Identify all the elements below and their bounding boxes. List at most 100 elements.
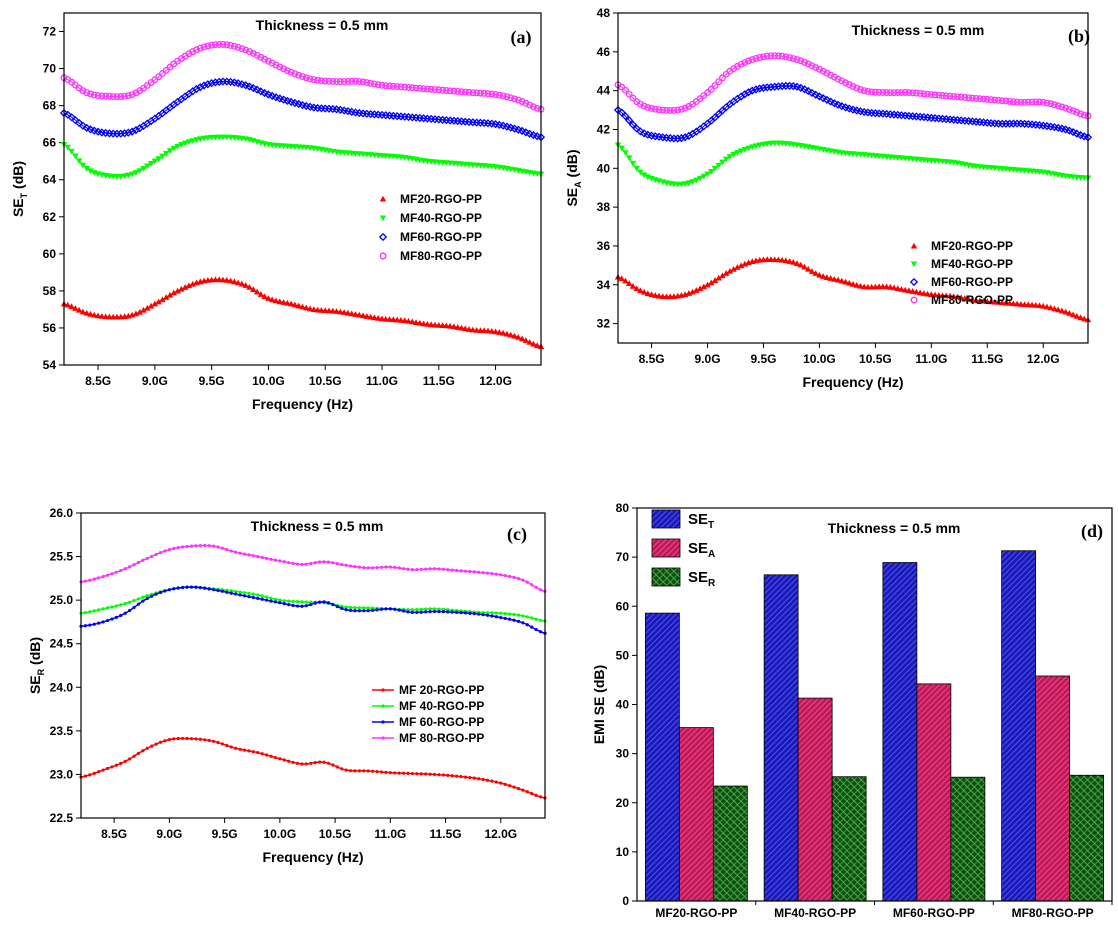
y-tick-label: 44 (597, 84, 611, 98)
data-point (90, 91, 98, 99)
data-point (1050, 101, 1058, 109)
data-point (412, 84, 420, 92)
data-point (811, 90, 820, 99)
x-tick-label: 11.5G (430, 827, 462, 841)
y-tick-label: 23.0 (50, 767, 74, 781)
data-point (247, 591, 251, 595)
data-point (388, 771, 392, 775)
data-point (644, 174, 652, 181)
y-axis-label-unit: (dB) (10, 161, 26, 193)
data-point (242, 46, 250, 54)
data-point (269, 596, 273, 600)
data-point (812, 64, 820, 71)
data-point (1040, 302, 1047, 309)
data-point (778, 52, 786, 60)
data-point (518, 98, 526, 105)
data-point (437, 567, 441, 571)
data-point (83, 624, 88, 628)
data-point (401, 83, 409, 91)
legend-label: MF40-RGO-PP (931, 257, 1013, 271)
data-point (424, 567, 428, 571)
data-point (234, 43, 242, 51)
data-point (748, 56, 756, 64)
legend-label: MF80-RGO-PP (931, 293, 1013, 307)
data-point (163, 739, 167, 743)
data-point (238, 747, 242, 751)
data-point (124, 128, 133, 137)
data-point (659, 106, 667, 114)
data-point (287, 599, 291, 603)
panel-label: (d) (1081, 521, 1103, 542)
data-point (357, 769, 361, 773)
thickness-annotation: Thickness = 0.5 mm (828, 520, 961, 536)
data-point (737, 60, 745, 68)
data-point (431, 86, 439, 94)
data-point (477, 612, 481, 616)
bar (712, 785, 748, 902)
data-point (245, 82, 254, 91)
data-point (314, 76, 322, 84)
data-point (128, 127, 137, 136)
data-point (503, 93, 511, 101)
data-point (521, 614, 525, 618)
data-point (1054, 306, 1062, 313)
legend-label: MF60-RGO-PP (400, 230, 482, 244)
data-point (767, 52, 775, 60)
series-mf40-rgo-pp (60, 134, 545, 180)
data-point (230, 42, 238, 50)
data-point (420, 85, 428, 93)
data-point (176, 586, 180, 590)
data-point (406, 610, 410, 614)
data-point (450, 87, 458, 95)
y-tick-label: 40 (616, 698, 630, 712)
data-point (185, 139, 193, 146)
data-point (801, 58, 808, 66)
data-point (223, 41, 231, 49)
data-point (693, 287, 700, 293)
data-point (326, 761, 331, 765)
series-mf60-rgo-pp (613, 81, 1093, 143)
data-point (325, 77, 333, 85)
data-point (174, 287, 181, 294)
data-point (530, 616, 534, 620)
data-point (905, 89, 913, 97)
data-point (208, 41, 216, 49)
data-point (446, 568, 450, 572)
data-point (492, 328, 499, 335)
data-point (249, 49, 257, 57)
data-point (778, 256, 786, 263)
data-point (879, 89, 887, 96)
data-point (295, 71, 303, 79)
data-point (313, 561, 317, 565)
data-point (397, 566, 401, 570)
data-point (203, 738, 207, 742)
y-axis-label-main: SE (27, 675, 43, 694)
data-point (525, 790, 529, 794)
legend-item: MF20-RGO-PP (379, 192, 482, 206)
data-point (849, 82, 857, 90)
data-point (101, 768, 105, 772)
data-point (722, 156, 730, 163)
data-point (121, 173, 128, 180)
data-point (280, 299, 287, 305)
data-point (1080, 111, 1088, 119)
data-point (119, 603, 123, 607)
data-point (105, 92, 113, 100)
data-point (737, 262, 745, 269)
data-point (909, 89, 917, 97)
legend-label: MF 60-RGO-PP (399, 715, 484, 729)
data-point (521, 621, 525, 625)
data-point (1028, 98, 1036, 106)
data-point (718, 74, 726, 82)
data-point (120, 129, 129, 138)
data-point (83, 309, 90, 316)
data-point (344, 768, 348, 772)
data-point (625, 280, 633, 286)
legend-item: MF60-RGO-PP (909, 275, 1013, 289)
data-point (416, 84, 424, 92)
data-point (512, 575, 516, 580)
data-point (894, 285, 901, 291)
data-point (408, 84, 416, 92)
data-point (234, 550, 238, 554)
data-point (207, 544, 211, 548)
